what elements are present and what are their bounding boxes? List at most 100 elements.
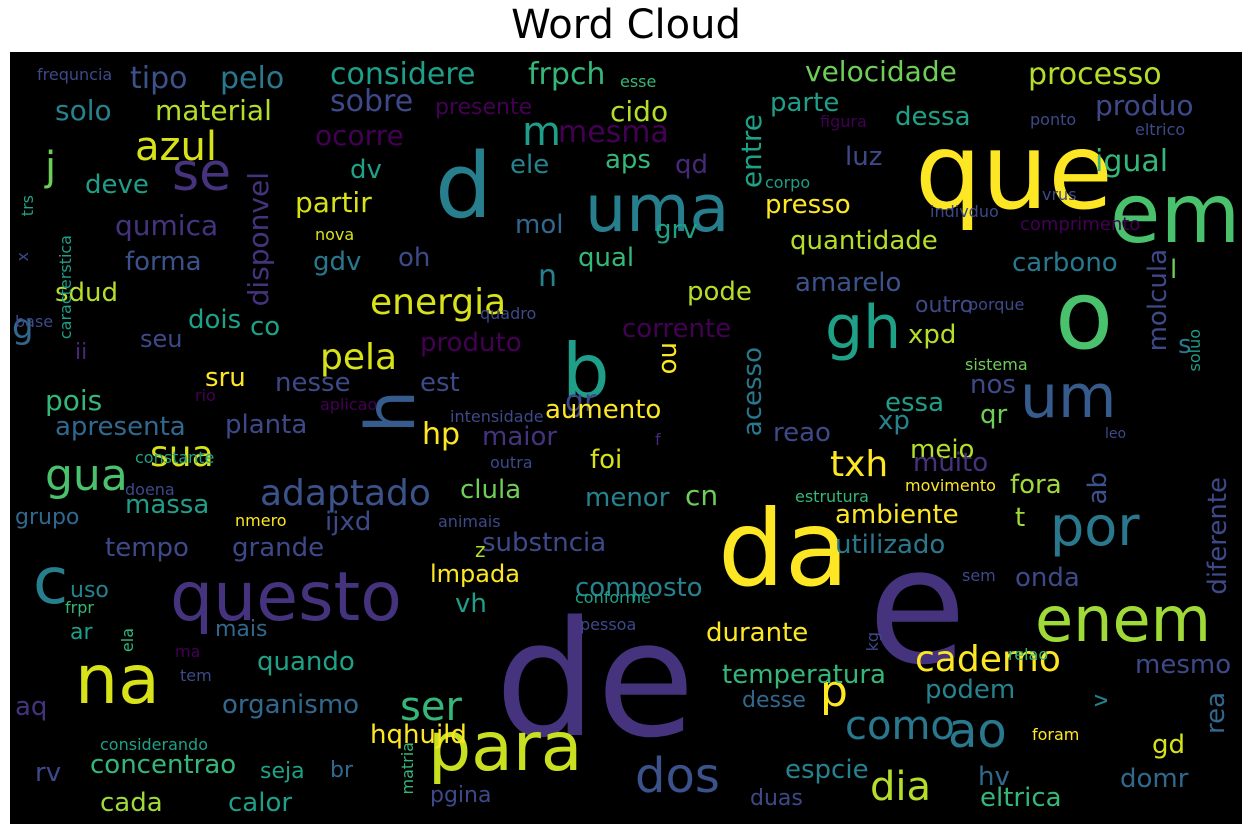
cloud-word: vh bbox=[455, 589, 487, 619]
cloud-word: em bbox=[1110, 167, 1241, 262]
cloud-word: movimento bbox=[905, 476, 996, 495]
cloud-word: carbono bbox=[1012, 248, 1118, 278]
cloud-word: j bbox=[45, 144, 57, 190]
cloud-word: produto bbox=[420, 328, 522, 358]
cloud-word: rea bbox=[1201, 692, 1231, 735]
cloud-word: pessoa bbox=[580, 615, 637, 634]
cloud-word: domr bbox=[1120, 764, 1189, 794]
cloud-word: produo bbox=[1095, 89, 1194, 122]
cloud-word: matria bbox=[398, 742, 417, 795]
cloud-word: gd bbox=[1152, 730, 1186, 760]
cloud-word: forma bbox=[125, 247, 202, 277]
cloud-word: um bbox=[1020, 362, 1117, 432]
cloud-word: se bbox=[172, 143, 232, 203]
cloud-word: maior bbox=[482, 422, 558, 452]
cloud-word: velocidade bbox=[805, 55, 957, 88]
cloud-word: quadro bbox=[480, 304, 537, 323]
cloud-word: outro bbox=[915, 293, 974, 318]
cloud-word: mesma bbox=[558, 115, 669, 150]
cloud-word: essa bbox=[885, 388, 945, 418]
cloud-word: da bbox=[718, 488, 849, 610]
cloud-word: ocorre bbox=[315, 119, 404, 152]
cloud-word: v bbox=[1088, 694, 1113, 708]
cloud-word: co bbox=[250, 312, 281, 342]
cloud-word: composto bbox=[575, 573, 703, 603]
cloud-word: animais bbox=[438, 512, 501, 531]
cloud-word: leo bbox=[1105, 426, 1127, 442]
cloud-word: soluo bbox=[1185, 329, 1204, 372]
cloud-word: onda bbox=[1015, 563, 1080, 593]
cloud-word: substncia bbox=[482, 528, 607, 558]
cloud-word: frpch bbox=[528, 57, 606, 92]
cloud-word: pode bbox=[687, 277, 752, 307]
cloud-word: considerando bbox=[100, 735, 208, 754]
cloud-word: desse bbox=[742, 688, 806, 713]
cloud-word: solo bbox=[55, 94, 112, 127]
cloud-word: ii bbox=[75, 340, 88, 365]
cloud-word: questo bbox=[170, 558, 402, 637]
cloud-word: l bbox=[1170, 255, 1178, 285]
cloud-word: eltrico bbox=[1135, 120, 1186, 139]
cloud-word: c bbox=[33, 545, 69, 619]
cloud-word: sdud bbox=[55, 278, 119, 308]
cloud-word: adaptado bbox=[260, 473, 431, 514]
cloud-word: foram bbox=[1032, 725, 1080, 744]
cloud-word: gr bbox=[565, 384, 597, 419]
cloud-word: espcie bbox=[785, 755, 869, 785]
cloud-word: cn bbox=[685, 479, 719, 512]
cloud-word: t bbox=[1015, 503, 1026, 533]
cloud-word: ijxd bbox=[325, 507, 372, 537]
cloud-word: grande bbox=[232, 533, 325, 563]
cloud-word: dv bbox=[350, 155, 382, 185]
cloud-word: aps bbox=[605, 145, 651, 175]
cloud-word: aumento bbox=[545, 395, 662, 425]
cloud-word: temperatura bbox=[722, 660, 886, 690]
cloud-word: s bbox=[1178, 330, 1192, 360]
cloud-word: vrus bbox=[1042, 185, 1077, 204]
cloud-word: para bbox=[428, 708, 583, 787]
cloud-word: disponvel bbox=[242, 172, 275, 307]
cloud-word: ab bbox=[1083, 472, 1113, 505]
cloud-word: pois bbox=[45, 384, 103, 417]
cloud-word: durante bbox=[706, 618, 809, 648]
cloud-word: cido bbox=[610, 95, 669, 128]
cloud-word: kg bbox=[863, 632, 882, 652]
cloud-word: nova bbox=[315, 225, 355, 244]
cloud-word: corrente bbox=[622, 314, 732, 344]
cloud-word: sobre bbox=[330, 84, 414, 119]
cloud-word: indivduo bbox=[930, 202, 999, 221]
cloud-word: br bbox=[330, 758, 354, 783]
cloud-word: podem bbox=[925, 675, 1016, 705]
cloud-word: constante bbox=[135, 448, 215, 467]
cloud-word: massa bbox=[125, 490, 210, 520]
cloud-word: deve bbox=[85, 170, 149, 200]
cloud-word: lmpada bbox=[430, 560, 520, 588]
cloud-word: reao bbox=[773, 418, 831, 448]
cloud-word: menor bbox=[585, 483, 670, 513]
cloud-word: rio bbox=[195, 386, 216, 405]
cloud-word: conforme bbox=[575, 588, 651, 607]
cloud-word: pela bbox=[320, 337, 398, 378]
cloud-word: b bbox=[562, 327, 610, 415]
cloud-word: energia bbox=[370, 282, 507, 323]
cloud-word: acesso bbox=[738, 347, 768, 437]
cloud-word: duas bbox=[750, 786, 803, 811]
cloud-word: hqhujld bbox=[370, 720, 467, 750]
cloud-word: hv bbox=[978, 762, 1010, 792]
cloud-word: muito bbox=[913, 448, 989, 478]
cloud-word: presso bbox=[765, 190, 851, 220]
cloud-word: dia bbox=[870, 764, 932, 810]
cloud-word: base bbox=[15, 312, 54, 331]
cloud-word: luz bbox=[845, 142, 883, 172]
cloud-word: utilizado bbox=[835, 530, 946, 560]
cloud-word: n bbox=[538, 259, 558, 294]
cloud-word: de bbox=[495, 586, 695, 773]
cloud-word: p bbox=[820, 666, 848, 717]
cloud-word: gh bbox=[825, 293, 902, 363]
cloud-word: quantidade bbox=[790, 226, 938, 256]
cloud-word: mais bbox=[215, 617, 268, 642]
cloud-word: parte bbox=[770, 88, 840, 118]
cloud-word: fora bbox=[1010, 470, 1062, 500]
cloud-word: e bbox=[868, 513, 967, 700]
cloud-word: cada bbox=[100, 788, 163, 818]
